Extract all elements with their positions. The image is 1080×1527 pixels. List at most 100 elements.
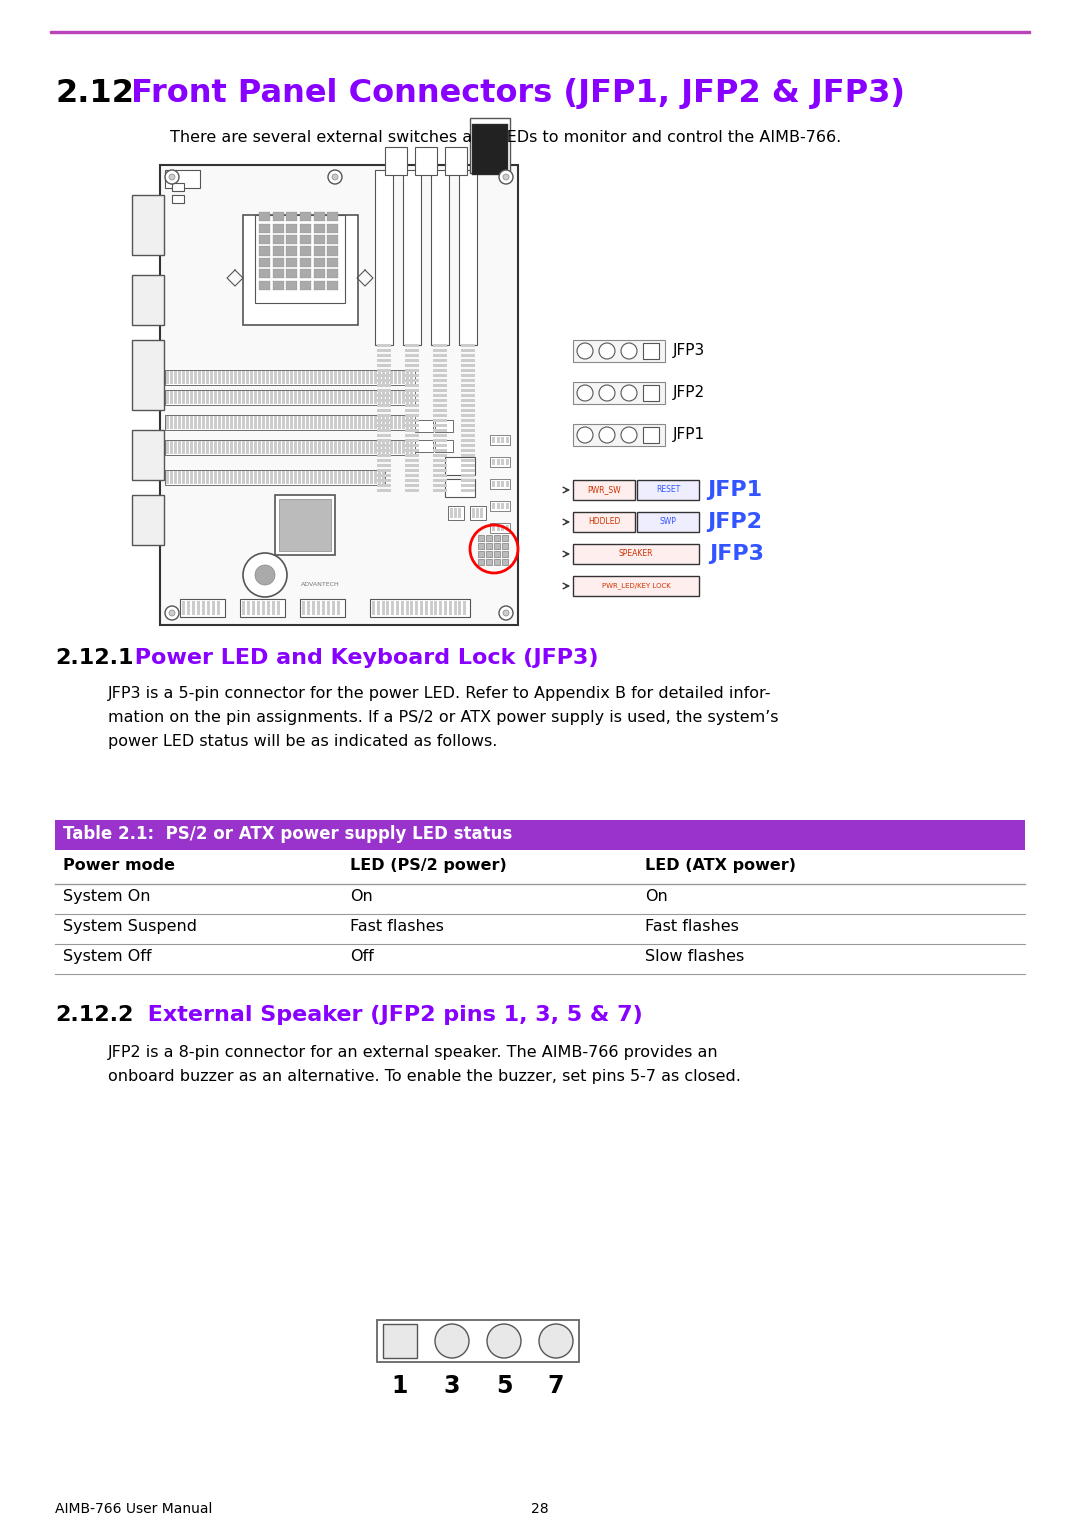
Bar <box>318 470 321 484</box>
Circle shape <box>577 428 593 443</box>
Bar <box>186 415 189 429</box>
Bar <box>218 441 220 454</box>
Bar <box>461 460 475 463</box>
Bar <box>312 602 315 615</box>
Text: 2.12.2: 2.12.2 <box>55 1005 133 1025</box>
Text: JFP3 is a 5-pin connector for the power LED. Refer to Appendix B for detailed in: JFP3 is a 5-pin connector for the power … <box>108 686 771 701</box>
Bar <box>165 470 384 486</box>
Text: LED (PS/2 power): LED (PS/2 power) <box>350 858 507 873</box>
Bar <box>242 441 244 454</box>
Circle shape <box>332 174 338 180</box>
Bar <box>377 454 391 457</box>
Bar <box>286 415 288 429</box>
Bar <box>357 391 361 405</box>
Bar <box>327 246 338 255</box>
Bar <box>198 371 201 383</box>
Bar <box>242 391 244 405</box>
Text: On: On <box>350 889 373 904</box>
Bar <box>433 399 447 402</box>
Bar <box>573 479 635 499</box>
Bar <box>259 281 270 290</box>
Circle shape <box>255 565 275 585</box>
Bar <box>405 370 419 373</box>
Bar <box>272 602 275 615</box>
Text: 28: 28 <box>531 1503 549 1516</box>
Bar <box>326 415 328 429</box>
Bar <box>370 415 373 429</box>
Bar <box>298 415 300 429</box>
Bar <box>294 371 297 383</box>
Bar <box>406 415 408 429</box>
Bar <box>480 508 483 518</box>
Bar <box>202 371 204 383</box>
Bar <box>282 441 284 454</box>
Bar <box>160 165 518 625</box>
Bar <box>313 246 325 255</box>
Bar <box>374 371 377 383</box>
Bar <box>278 371 281 383</box>
Bar <box>300 246 311 255</box>
Bar <box>405 469 419 472</box>
Bar <box>291 470 293 484</box>
Bar <box>394 391 396 405</box>
Bar <box>266 415 269 429</box>
Bar <box>461 374 475 377</box>
Bar <box>406 441 408 454</box>
Bar <box>433 464 447 467</box>
Circle shape <box>435 1324 469 1358</box>
Circle shape <box>328 169 342 183</box>
Bar <box>300 223 311 232</box>
Bar <box>286 258 297 267</box>
Bar <box>405 374 419 377</box>
Bar <box>278 415 281 429</box>
Bar <box>330 371 333 383</box>
Bar <box>332 602 335 615</box>
Bar <box>433 405 447 408</box>
Bar <box>405 379 419 382</box>
Bar <box>258 470 260 484</box>
Bar <box>478 534 484 541</box>
Bar <box>433 383 447 386</box>
Bar <box>387 602 390 615</box>
Bar <box>266 391 269 405</box>
Text: JFP3: JFP3 <box>673 344 705 359</box>
Bar <box>222 470 225 484</box>
Bar <box>431 169 449 345</box>
Bar <box>354 441 356 454</box>
Bar <box>286 470 288 484</box>
Bar <box>433 354 447 357</box>
Bar <box>327 212 338 221</box>
Bar <box>354 391 356 405</box>
Bar <box>433 434 447 437</box>
Bar <box>238 441 241 454</box>
Bar <box>249 470 253 484</box>
Bar <box>302 441 305 454</box>
Bar <box>310 441 312 454</box>
Bar <box>226 371 229 383</box>
Bar <box>165 370 415 385</box>
Bar <box>217 602 220 615</box>
Bar <box>310 470 312 484</box>
Bar <box>186 391 189 405</box>
Bar <box>266 470 269 484</box>
Bar <box>286 391 288 405</box>
Bar <box>433 438 447 441</box>
Bar <box>183 602 185 615</box>
Bar <box>246 441 248 454</box>
Bar <box>470 118 510 173</box>
Bar <box>198 441 201 454</box>
Bar <box>405 354 419 357</box>
Bar <box>327 602 330 615</box>
Bar <box>497 460 499 466</box>
Bar <box>342 391 345 405</box>
Bar <box>378 415 380 429</box>
Bar <box>183 415 185 429</box>
Bar <box>330 470 333 484</box>
Circle shape <box>168 174 175 180</box>
Bar <box>322 470 324 484</box>
Bar <box>214 391 216 405</box>
Circle shape <box>621 428 637 443</box>
Bar <box>257 602 260 615</box>
Bar <box>461 479 475 483</box>
Bar <box>445 479 475 496</box>
